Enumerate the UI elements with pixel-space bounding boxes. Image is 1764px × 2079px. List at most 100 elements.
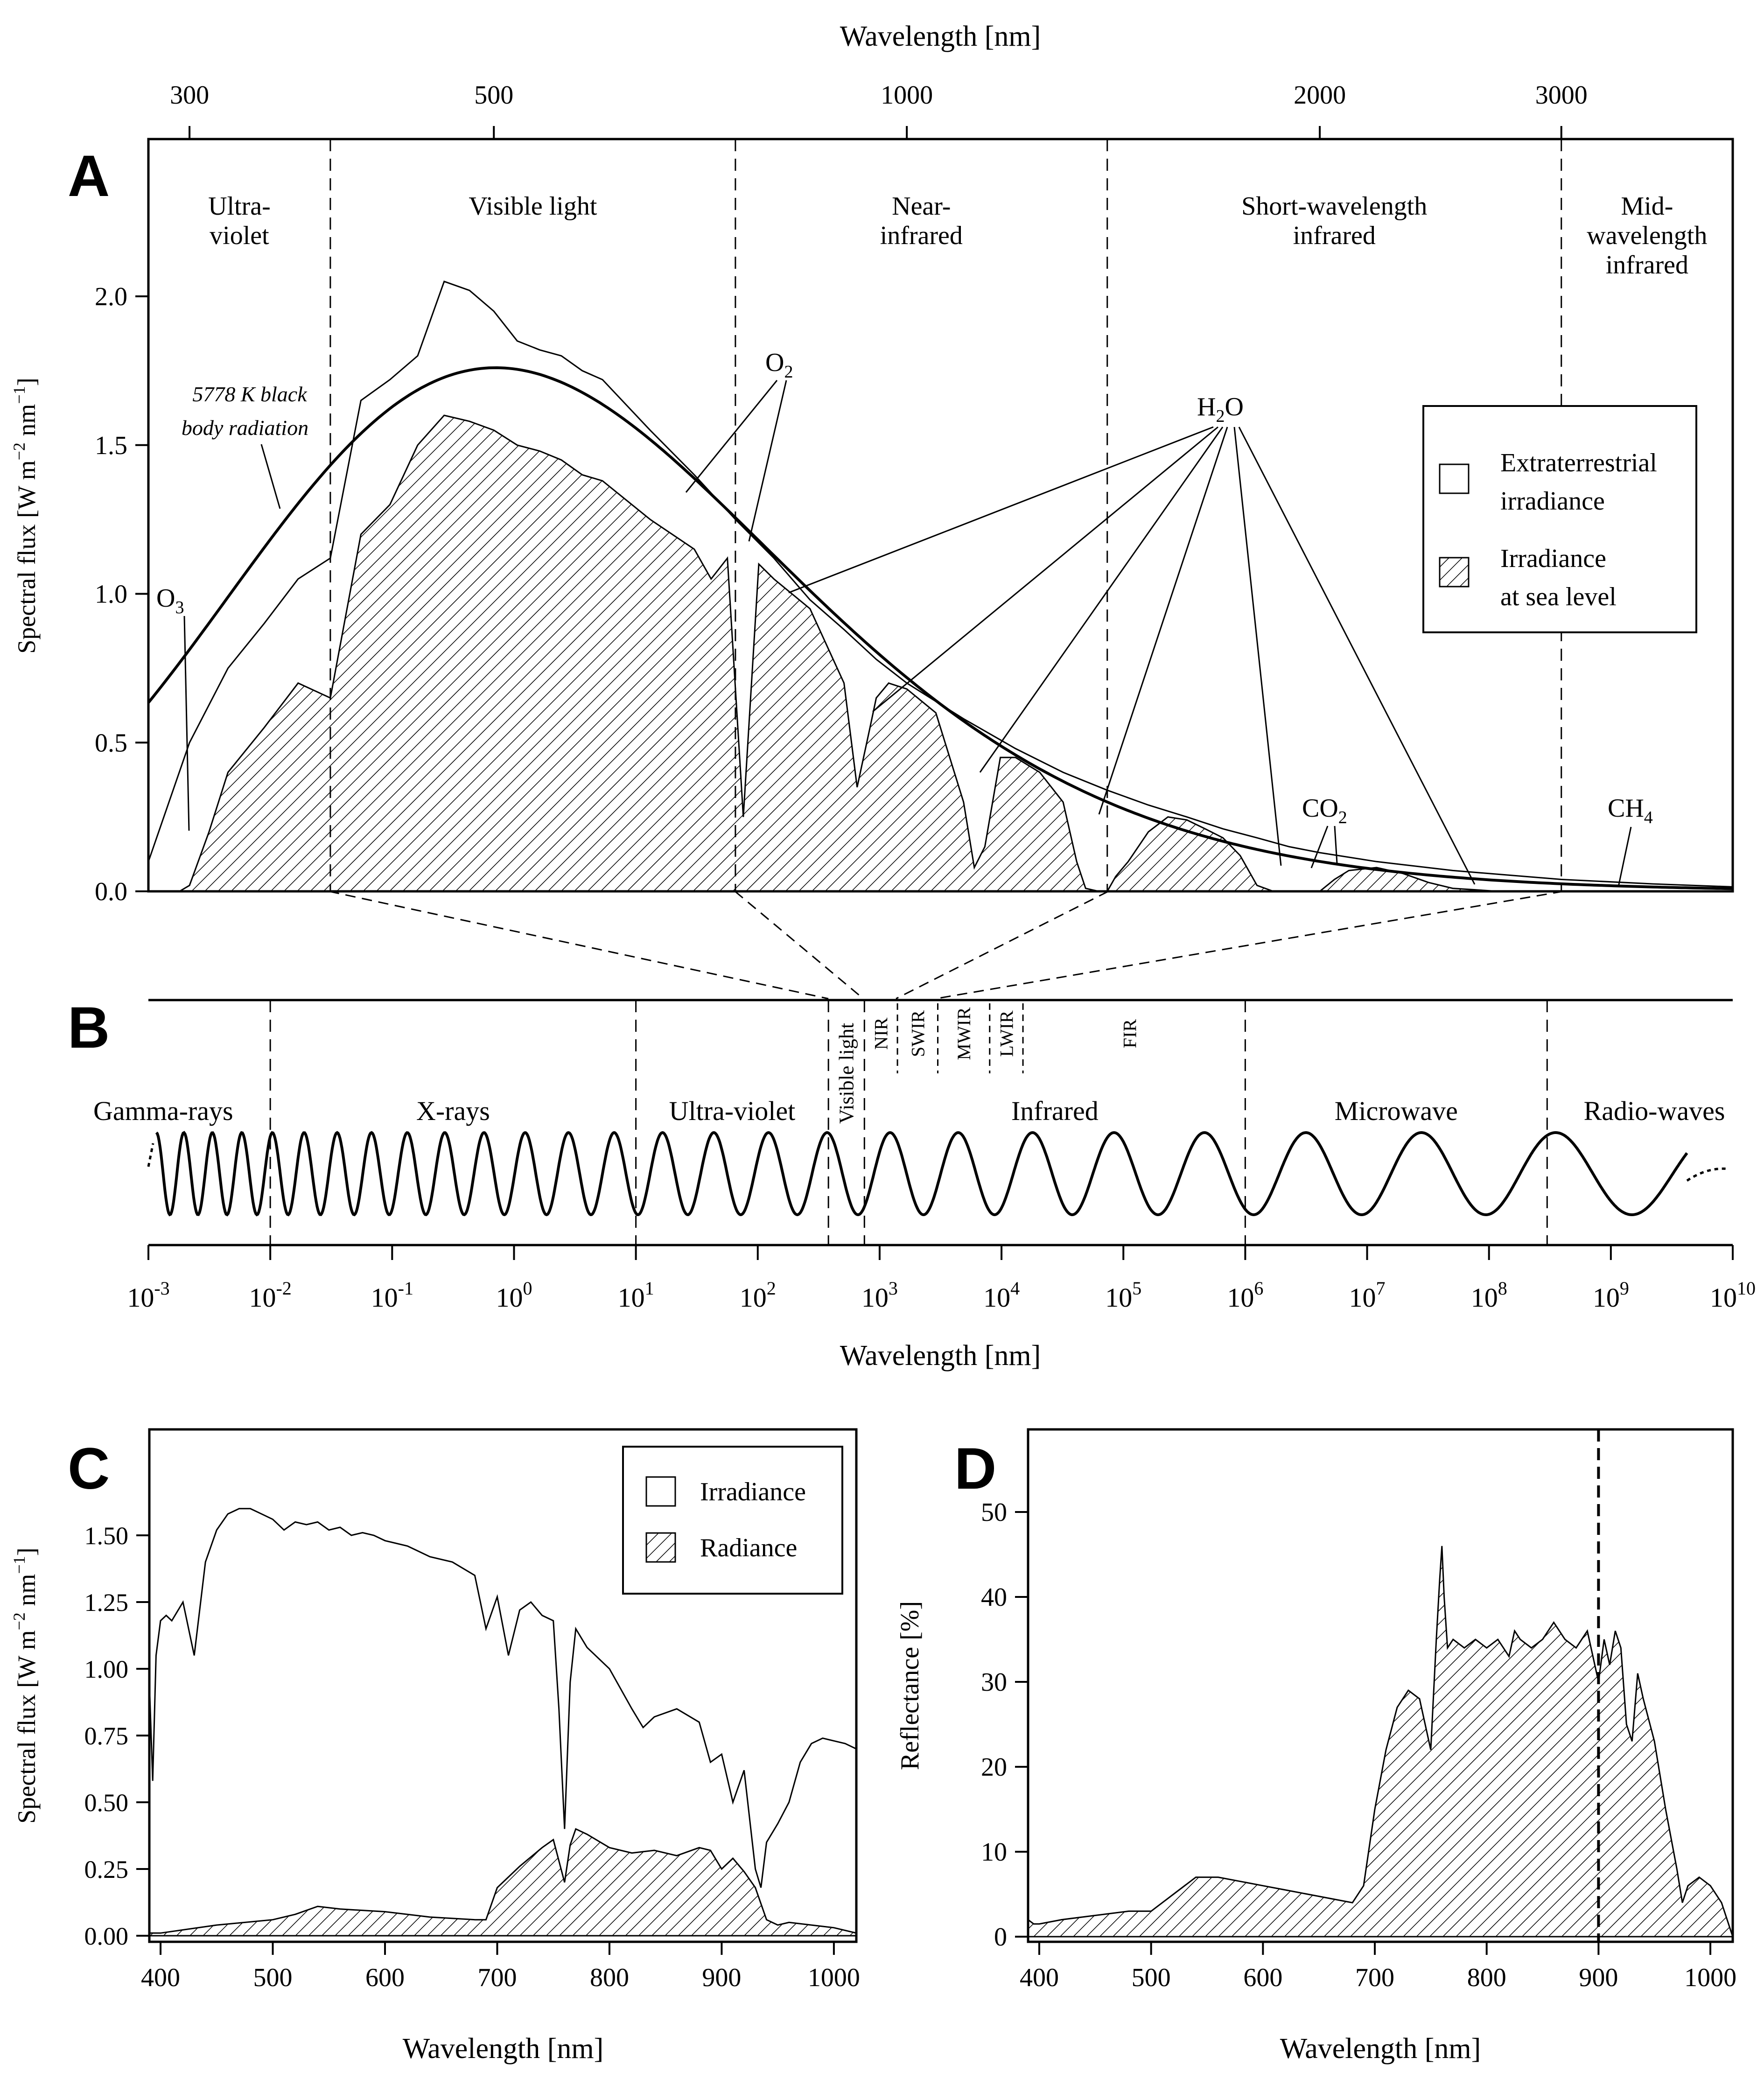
x-tick-label: 600 [365, 1963, 405, 1992]
radiance-area [149, 1828, 856, 1937]
y-tick-label: 30 [981, 1668, 1007, 1697]
top-tick-label: 1000 [881, 81, 933, 110]
region-label: wavelength [1587, 221, 1707, 250]
panel-d-letter: D [954, 1436, 996, 1501]
x-tick-label: 1000 [808, 1963, 860, 1992]
x-tick-label: 102 [740, 1278, 776, 1313]
panel-c-frame [148, 1428, 858, 1943]
y-tick-label: 1.0 [95, 580, 127, 609]
band-label: Infrared [1011, 1096, 1099, 1126]
band-label: Gamma-rays [93, 1096, 233, 1126]
region-label: Near- [892, 192, 951, 221]
x-tick-label: 800 [1467, 1963, 1506, 1992]
panel-c-x-axis-label: Wavelength [nm] [403, 2033, 604, 2065]
y-tick-label: 0.25 [84, 1855, 129, 1883]
co2-annotation: CO2 [1302, 794, 1347, 868]
ch4-annotation: CH4 [1608, 794, 1653, 887]
panel-a: A Wavelength [nm] 300 500 1000 2000 3000 0.0… [10, 21, 1734, 906]
panel-d-x-axis-label: Wavelength [nm] [1280, 2033, 1481, 2065]
x-tick-label: 109 [1593, 1278, 1629, 1313]
extraterrestrial-irradiance-line [148, 280, 1733, 888]
y-tick-label: 0.00 [84, 1922, 129, 1950]
y-tick-label: 10 [981, 1838, 1007, 1867]
x-tick-label: 106 [1227, 1278, 1263, 1313]
y-tick-label: 0 [994, 1923, 1007, 1952]
region-label: Ultra- [208, 192, 271, 221]
x-tick-label: 104 [983, 1278, 1020, 1313]
top-tick-label: 500 [474, 81, 513, 110]
panel-d-x-ticks: 400 500 600 700 800 900 1000 [1020, 1942, 1736, 1992]
o3-label: O3 [156, 584, 184, 617]
x-tick-label: 400 [141, 1963, 180, 1992]
subband-label: FIR [1119, 1019, 1140, 1049]
panel-c-y-ticks: 0.00 0.25 0.50 0.75 1.00 1.25 1.50 [84, 1522, 149, 1950]
region-label: infrared [880, 221, 963, 250]
band-label: Visible light [835, 1023, 858, 1124]
x-tick-label: 1010 [1710, 1278, 1756, 1313]
y-tick-label: 0.0 [95, 877, 127, 906]
y-tick-label: 1.25 [84, 1589, 129, 1617]
panel-a-letter: A [68, 144, 110, 209]
panel-c-legend: Irradiance Radiance [622, 1446, 843, 1595]
top-tick-label: 2000 [1294, 81, 1346, 110]
panel-b: B Gamma-rays X-rays Ultra-violet Visible li… [68, 995, 1756, 1372]
x-tick-label: 500 [253, 1963, 293, 1992]
legend-label-irradiance: Irradiance [700, 1477, 806, 1506]
sea-level-irradiance-area [148, 414, 1499, 891]
subband-label: LWIR [996, 1010, 1017, 1057]
top-tick-label: 300 [170, 81, 209, 110]
panel-a-region-labels: Ultra-violet Visible light Near-infrared Sh… [208, 192, 1707, 280]
legend-label-extraterrestrial-2: irradiance [1500, 487, 1605, 516]
y-tick-label: 20 [981, 1753, 1007, 1782]
y-tick-label: 0.50 [84, 1789, 129, 1817]
x-tick-label: 800 [590, 1963, 629, 1992]
zoom-connector-lines [329, 890, 1564, 1000]
subband-label: MWIR [953, 1007, 974, 1060]
h2o-label: H2O [1197, 392, 1244, 426]
x-tick-label: 600 [1243, 1963, 1282, 1992]
y-tick-label: 40 [981, 1583, 1007, 1612]
x-tick-label: 100 [496, 1278, 532, 1313]
panel-d: D 400 500 600 700 800 900 1000 0 10 20 30 40 50 Wav… [896, 1428, 1736, 2065]
x-tick-label: 108 [1471, 1278, 1507, 1313]
y-tick-label: 1.00 [84, 1655, 129, 1683]
x-tick-label: 107 [1349, 1278, 1386, 1313]
region-label: Short-wavelength [1241, 192, 1427, 221]
panel-c-letter: C [68, 1436, 110, 1501]
band-label: Ultra-violet [669, 1096, 796, 1126]
region-label: infrared [1606, 251, 1688, 280]
band-label: X-rays [416, 1096, 490, 1126]
region-label: violet [210, 221, 269, 250]
blackbody-label-line-2: body radiation [182, 416, 308, 440]
reflectance-area [1028, 1546, 1733, 1938]
top-tick-label: 3000 [1535, 81, 1588, 110]
x-tick-label: 900 [1579, 1963, 1618, 1992]
legend-label-sea-level-2: at sea level [1500, 582, 1617, 611]
panel-c: C 400 500 600 700 800 900 1000 0.00 0.25 0.50 0.7… [10, 1428, 860, 2065]
panel-d-frame [1027, 1428, 1734, 1943]
blackbody-curve [148, 366, 1733, 890]
blackbody-annotation: 5778 K black body radiation [182, 382, 308, 509]
panel-a-legend: Extraterrestrial irradiance Irradiance a… [1422, 405, 1697, 633]
panel-c-y-axis-label: Spectral flux [W m−2 nm−1] [10, 1547, 41, 1824]
panel-b-x-ticks: 10-3 10-2 10-1 100 101 102 103 104 105 106 107 108 1… [127, 1245, 1756, 1313]
panel-b-band-dividers [269, 1000, 1548, 1245]
em-wave [155, 1131, 1688, 1217]
x-tick-label: 10-3 [127, 1278, 169, 1313]
co2-label: CO2 [1302, 794, 1347, 827]
x-tick-label: 700 [1355, 1963, 1394, 1992]
y-tick-label: 0.5 [95, 728, 127, 757]
region-label: Mid- [1621, 192, 1673, 221]
x-tick-label: 105 [1105, 1278, 1141, 1313]
panel-a-y-ticks: 0.0 0.5 1.0 1.5 2.0 [95, 282, 148, 906]
panel-b-letter: B [68, 995, 110, 1060]
legend-swatch-radiance [645, 1532, 676, 1563]
panel-c-x-ticks: 400 500 600 700 800 900 1000 [141, 1942, 860, 1992]
region-label: Visible light [469, 192, 597, 221]
em-wave-right-continuation [1686, 1167, 1729, 1182]
o2-annotation: O2 [685, 348, 793, 542]
legend-swatch-extraterrestrial [1439, 463, 1470, 494]
panel-b-x-axis-label: Wavelength [nm] [840, 1340, 1041, 1372]
legend-swatch-irradiance [645, 1476, 676, 1507]
